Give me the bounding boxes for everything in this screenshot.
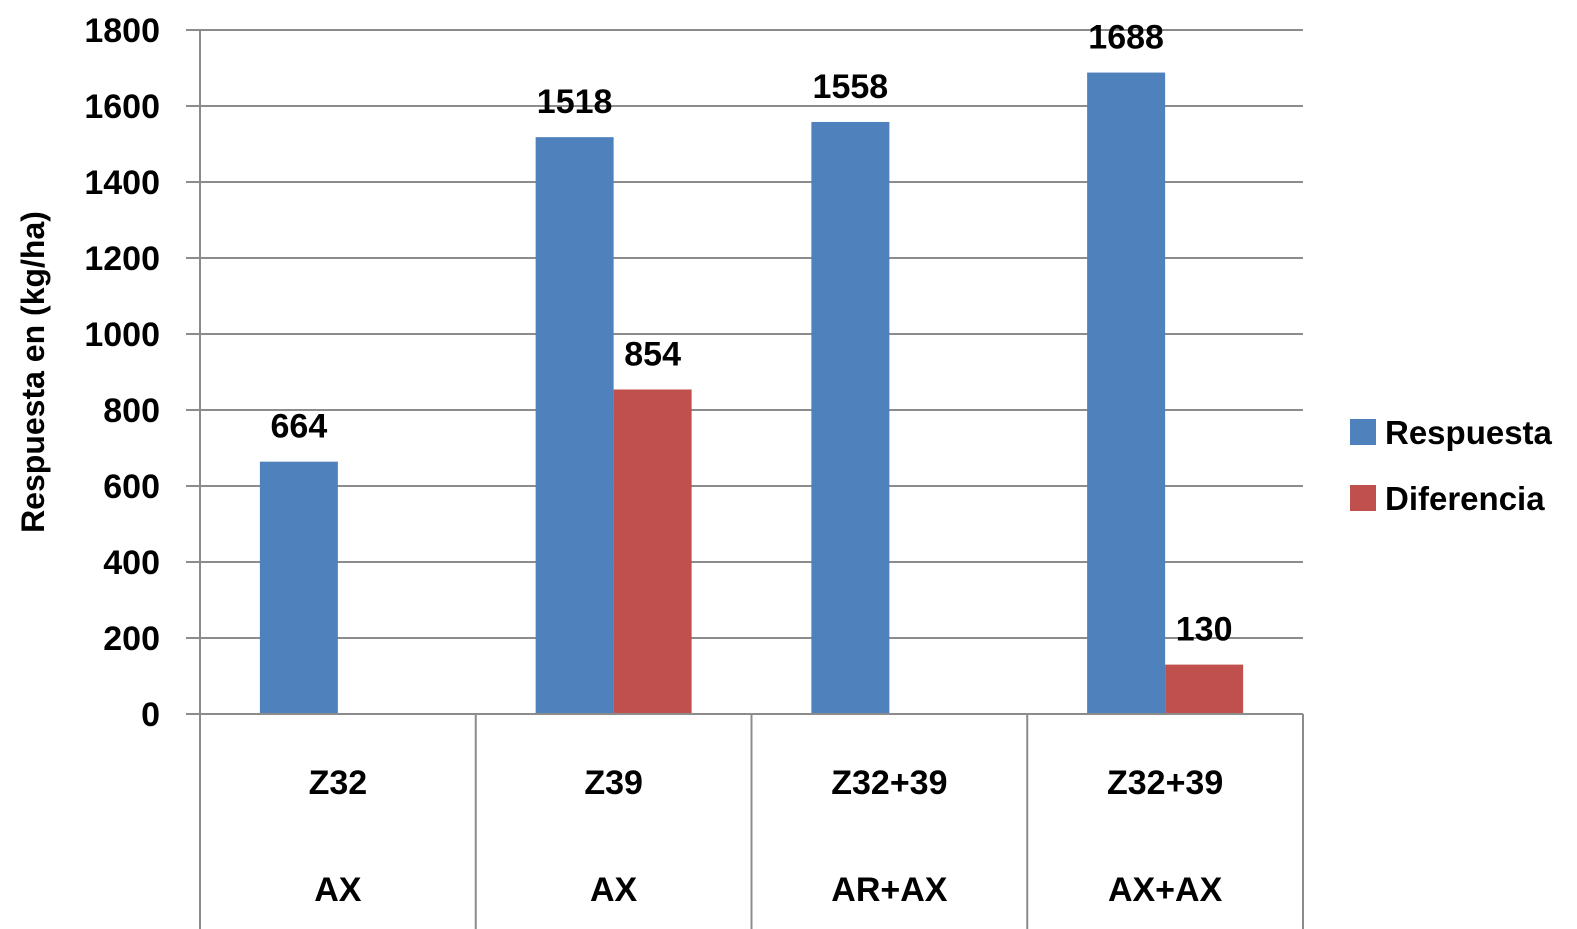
- legend-swatch: [1350, 419, 1376, 445]
- data-label: 854: [624, 335, 681, 373]
- y-tick-label: 800: [103, 392, 160, 430]
- y-tick-label: 600: [103, 468, 160, 506]
- bar-respuesta: [811, 121, 890, 714]
- legend-label: Diferencia: [1385, 480, 1545, 517]
- category-labels: Z32 AX Z39 AX Z32+39 AR+AX Z32+39 AX+AX: [309, 764, 1224, 909]
- data-labels: 664 1518 854 1558 1688 130: [271, 19, 1233, 649]
- y-tick-labels: 0 200 400 600 800 1000 1200 1400 1600 1800: [84, 12, 160, 734]
- legend-swatch: [1350, 485, 1376, 511]
- data-label: 1518: [537, 83, 613, 121]
- y-axis-label: Respuesta en (kg/ha): [15, 211, 51, 533]
- category-label-row2: AR+AX: [831, 871, 948, 909]
- category-label-row1: Z32+39: [831, 764, 947, 802]
- y-tick-label: 1600: [84, 88, 160, 126]
- data-label: 664: [271, 408, 328, 446]
- category-label-row1: Z39: [584, 764, 643, 802]
- y-tick-label: 400: [103, 544, 160, 582]
- axes: [186, 29, 1304, 929]
- legend: Respuesta Diferencia: [1350, 414, 1553, 517]
- category-label-row1: Z32: [309, 764, 368, 802]
- category-label-row2: AX+AX: [1108, 871, 1223, 909]
- bar-diferencia: [1165, 664, 1244, 714]
- data-label: 1558: [813, 68, 889, 106]
- category-label-row1: Z32+39: [1107, 764, 1223, 802]
- bar-respuesta: [259, 461, 338, 714]
- y-tick-label: 1000: [84, 316, 160, 354]
- y-tick-label: 0: [141, 696, 160, 734]
- bar-respuesta: [1087, 72, 1166, 714]
- bar-respuesta: [535, 137, 614, 714]
- bar-diferencia: [613, 389, 692, 714]
- y-tick-label: 200: [103, 620, 160, 658]
- data-label: 130: [1176, 611, 1233, 649]
- data-label: 1688: [1088, 19, 1164, 57]
- y-tick-label: 1800: [84, 12, 160, 50]
- gridlines: [200, 29, 1303, 639]
- y-tick-label: 1400: [84, 164, 160, 202]
- y-tick-label: 1200: [84, 240, 160, 278]
- legend-label: Respuesta: [1385, 414, 1553, 451]
- category-label-row2: AX: [314, 871, 362, 909]
- bars: [259, 72, 1244, 714]
- category-label-row2: AX: [590, 871, 638, 909]
